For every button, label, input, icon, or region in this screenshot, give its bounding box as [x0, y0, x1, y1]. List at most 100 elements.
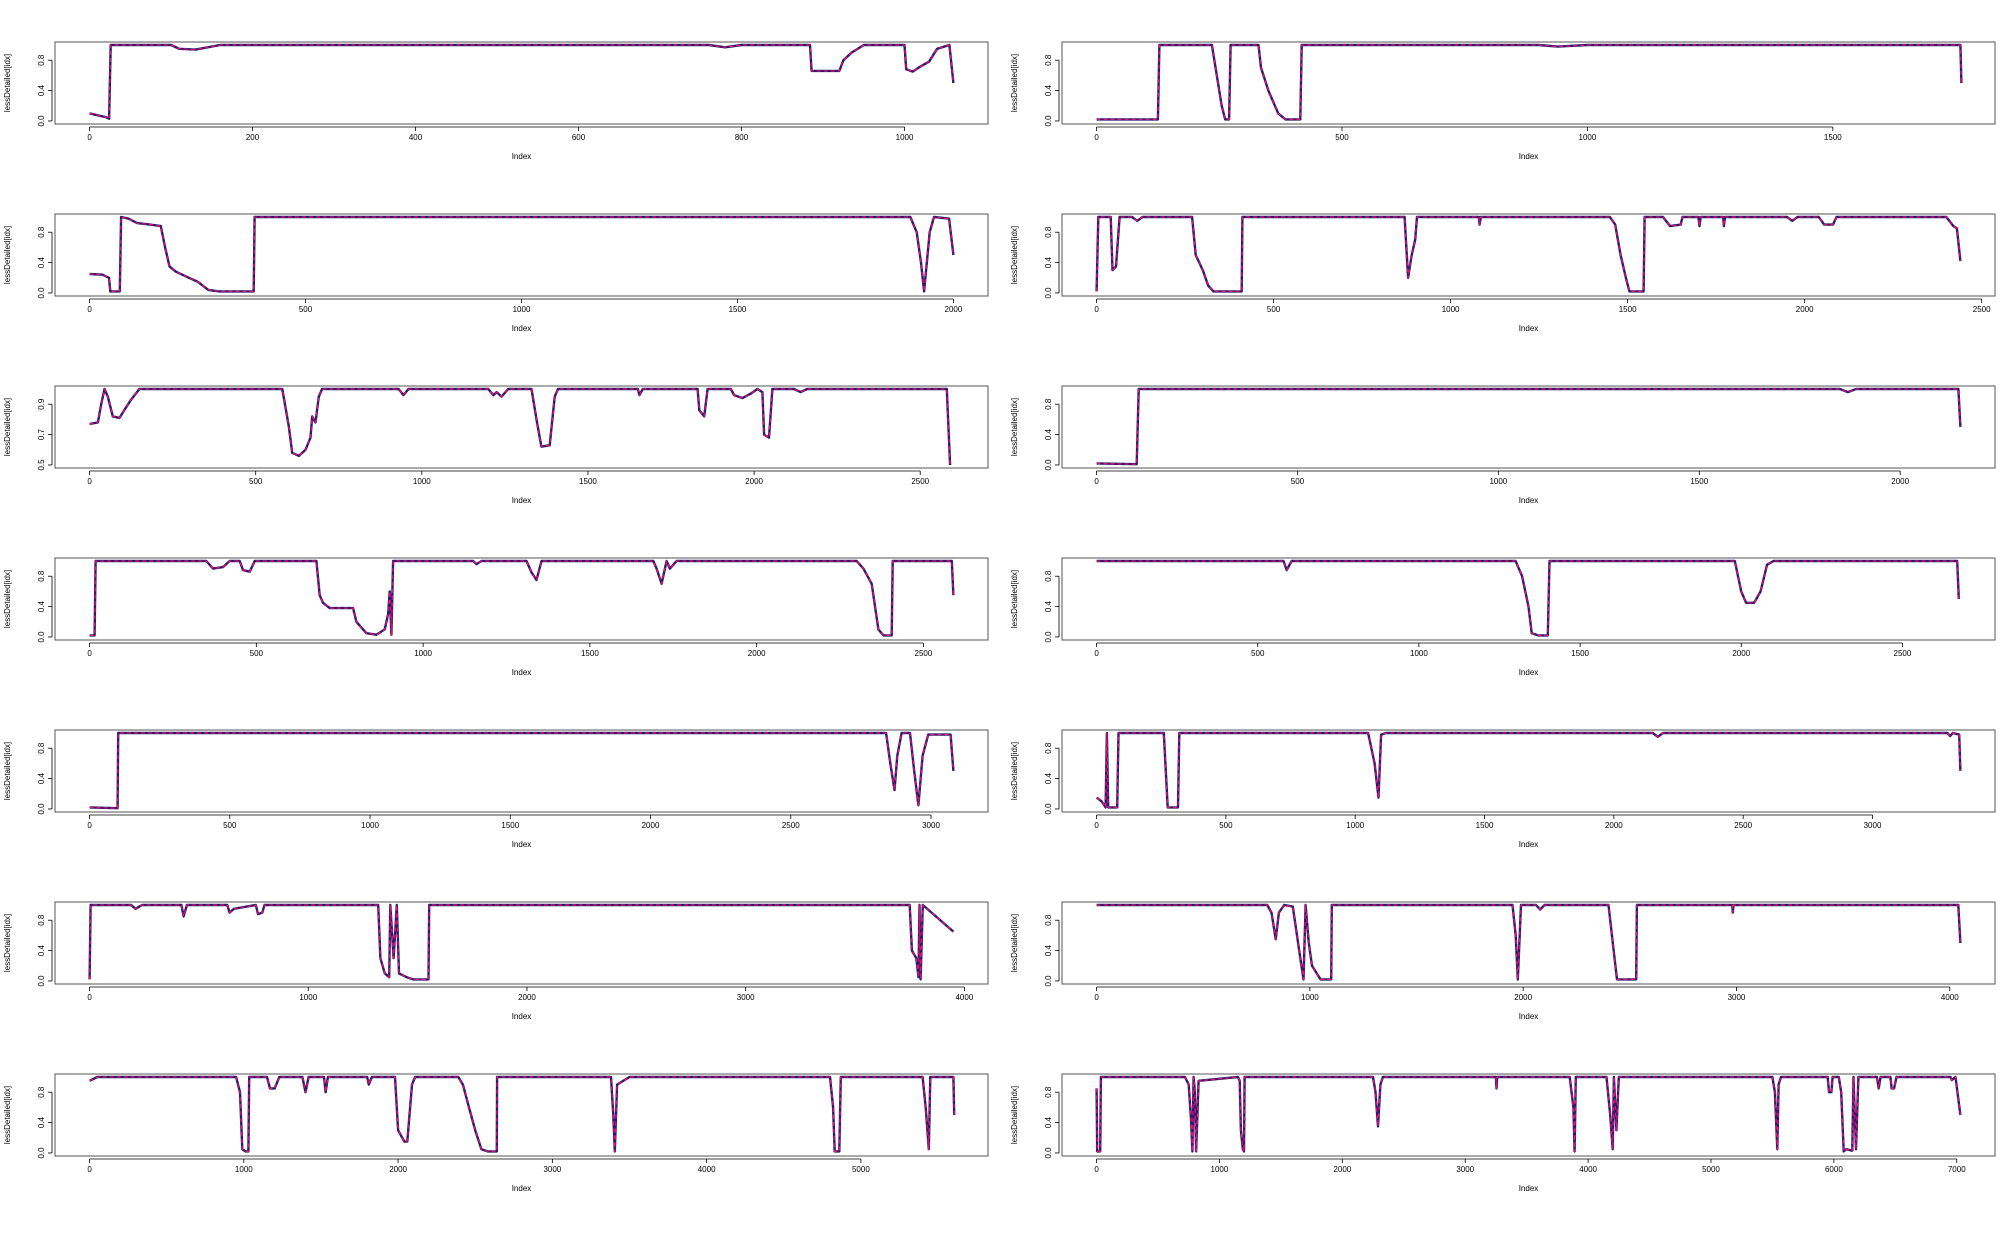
- x-tick-label: 800: [735, 133, 749, 142]
- x-axis-label: Index: [1519, 1184, 1539, 1193]
- y-tick-label: 0.0: [1044, 287, 1053, 299]
- chart-panel-10: 0 500 1000 1500 2000 2500 3000 0.0 0.4 0.8 Index le…: [1007, 718, 2000, 889]
- x-tick-label: 1500: [1824, 133, 1842, 142]
- x-tick-label: 6000: [1825, 1165, 1843, 1174]
- chart-panel-4: 0 500 1000 1500 2000 2500 0.0 0.4 0.8 Index lessDe…: [1007, 202, 2000, 373]
- series-line: [1096, 559, 1960, 637]
- chart-panel-6: 0 500 1000 1500 2000 0.0 0.4 0.8 Index lessDetail…: [1007, 374, 2000, 545]
- x-tick-label: 2000: [518, 993, 536, 1002]
- x-tick-label: 0: [1094, 993, 1099, 1002]
- x-tick-label: 500: [249, 477, 263, 486]
- x-tick-label: 500: [1219, 821, 1233, 830]
- plot-frame: [1061, 41, 1996, 125]
- x-tick-label: 1000: [1579, 133, 1597, 142]
- chart-svg: 0 500 1000 1500 2000 0.0 0.4 0.8 Index lessDetail…: [3, 213, 989, 333]
- x-tick-label: 500: [1291, 477, 1305, 486]
- y-tick-label: 0.4: [1044, 944, 1053, 956]
- x-axis-label: Index: [512, 1184, 532, 1193]
- x-tick-label: 0: [1094, 133, 1099, 142]
- y-axis-label: lessDetailed[idx]: [3, 742, 12, 800]
- y-tick-label: 0.8: [37, 570, 46, 582]
- x-tick-label: 2000: [1796, 305, 1814, 314]
- y-tick-label: 0.4: [37, 772, 46, 784]
- x-tick-label: 3000: [543, 1165, 561, 1174]
- chart-panel-13: 0 1000 2000 3000 4000 5000 0.0 0.4 0.8 Index lessD…: [0, 1062, 1000, 1233]
- plot-frame: [1061, 1073, 1996, 1157]
- y-tick-label: 0.8: [1044, 570, 1053, 582]
- x-tick-label: 4000: [955, 993, 973, 1002]
- y-tick-label: 0.4: [1044, 256, 1053, 268]
- chart-svg: 0 1000 2000 3000 4000 5000 0.0 0.4 0.8 Index lessD…: [3, 1073, 989, 1193]
- y-tick-label: 0.4: [1044, 600, 1053, 612]
- y-tick-label: 0.8: [1044, 54, 1053, 66]
- x-tick-label: 2000: [1333, 1165, 1351, 1174]
- x-axis-label: Index: [512, 152, 532, 161]
- x-tick-label: 1000: [235, 1165, 253, 1174]
- y-tick-label: 0.0: [1044, 975, 1053, 987]
- series-line: [89, 43, 955, 120]
- x-tick-label: 1500: [729, 305, 747, 314]
- chart-panel-2: 0 500 1000 1500 0.0 0.4 0.8 Index lessDetailed[i…: [1007, 30, 2000, 201]
- x-tick-label: 0: [1094, 821, 1099, 830]
- x-tick-label: 1000: [513, 305, 531, 314]
- chart-panel-3: 0 500 1000 1500 2000 0.0 0.4 0.8 Index lessDetail…: [0, 202, 1000, 373]
- series-line: [1095, 1075, 1962, 1153]
- series-line: [1095, 215, 1962, 293]
- x-tick-label: 3000: [737, 993, 755, 1002]
- chart-panel-8: 0 500 1000 1500 2000 2500 0.0 0.4 0.8 Index lessDe…: [1007, 546, 2000, 717]
- chart-panel-11: 0 1000 2000 3000 4000 0.0 0.4 0.8 Index lessDetai…: [0, 890, 1000, 1061]
- x-tick-label: 0: [87, 477, 92, 486]
- plot-frame: [54, 41, 989, 125]
- series-overlay-line: [1096, 388, 1962, 465]
- x-tick-label: 0: [87, 993, 92, 1002]
- x-tick-label: 1000: [1442, 305, 1460, 314]
- x-axis-label: Index: [1519, 152, 1539, 161]
- x-tick-label: 2500: [782, 821, 800, 830]
- x-tick-label: 1500: [1690, 477, 1708, 486]
- y-axis-label: lessDetailed[idx]: [1010, 914, 1019, 972]
- y-axis-label: lessDetailed[idx]: [1010, 1086, 1019, 1144]
- y-tick-label: 0.0: [37, 115, 46, 127]
- series-overlay-line: [1096, 904, 1962, 981]
- plot-frame: [54, 1073, 989, 1157]
- x-tick-label: 500: [250, 649, 264, 658]
- x-tick-label: 1000: [414, 649, 432, 658]
- y-tick-label: 0.8: [1044, 914, 1053, 926]
- plot-frame: [1061, 729, 1996, 813]
- x-axis-label: Index: [512, 668, 532, 677]
- chart-panel-7: 0 500 1000 1500 2000 2500 0.0 0.4 0.8 Index lessDe…: [0, 546, 1000, 717]
- x-tick-label: 2000: [945, 305, 963, 314]
- x-tick-label: 0: [87, 305, 92, 314]
- x-tick-label: 1000: [1211, 1165, 1229, 1174]
- y-tick-label: 0.7: [37, 428, 46, 440]
- series-overlay-line: [1096, 44, 1963, 121]
- x-tick-label: 1000: [1301, 993, 1319, 1002]
- series-line: [88, 903, 955, 981]
- x-tick-label: 2000: [1732, 649, 1750, 658]
- chart-svg: 0 200 400 600 800 1000 0.0 0.4 0.8 Index lessDetai…: [3, 41, 989, 161]
- y-tick-label: 0.4: [37, 600, 46, 612]
- x-axis-label: Index: [1519, 324, 1539, 333]
- y-tick-label: 0.4: [37, 84, 46, 96]
- y-tick-label: 0.8: [37, 1086, 46, 1098]
- y-tick-label: 0.4: [1044, 428, 1053, 440]
- series-overlay-line: [1095, 1076, 1962, 1153]
- chart-svg: 0 500 1000 1500 2000 0.0 0.4 0.8 Index lessDetail…: [1010, 385, 1996, 505]
- x-tick-label: 3000: [1456, 1165, 1474, 1174]
- x-tick-label: 1500: [579, 477, 597, 486]
- y-tick-label: 0.8: [1044, 398, 1053, 410]
- y-tick-label: 0.0: [37, 1147, 46, 1159]
- x-axis-label: Index: [1519, 1012, 1539, 1021]
- y-axis-label: lessDetailed[idx]: [3, 398, 12, 456]
- chart-panel-14: 0 1000 2000 3000 4000 5000 6000 7000 0.0 0.4 0.8 In…: [1007, 1062, 2000, 1233]
- chart-svg: 0 1000 2000 3000 4000 0.0 0.4 0.8 Index lessDetai…: [3, 901, 989, 1021]
- y-tick-label: 0.0: [37, 803, 46, 815]
- y-axis-label: lessDetailed[idx]: [1010, 54, 1019, 112]
- series-overlay-line: [1095, 216, 1962, 293]
- x-tick-label: 2000: [745, 477, 763, 486]
- series-overlay-line: [89, 216, 955, 293]
- chart-svg: 0 500 1000 1500 2000 2500 3000 0.0 0.4 0.8 Index le…: [1010, 729, 1996, 849]
- x-tick-label: 0: [87, 1165, 92, 1174]
- x-tick-label: 2000: [642, 821, 660, 830]
- y-axis-label: lessDetailed[idx]: [3, 54, 12, 112]
